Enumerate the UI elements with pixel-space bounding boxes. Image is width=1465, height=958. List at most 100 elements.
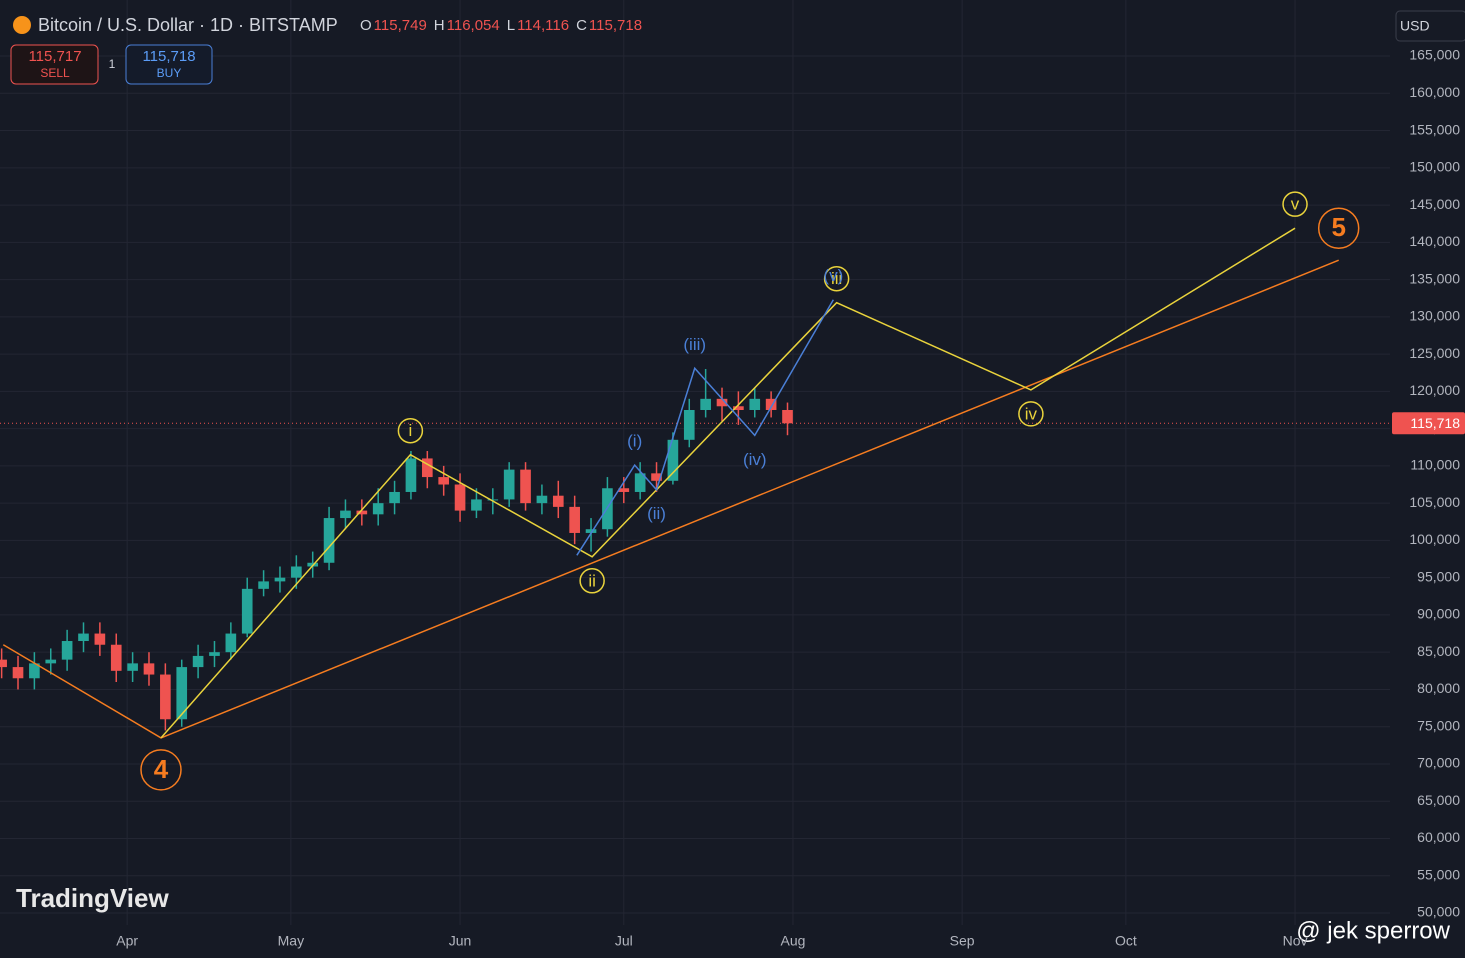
buy-label[interactable]: BUY <box>157 66 182 80</box>
btc-icon <box>13 16 31 34</box>
ohlc-key: C <box>576 17 587 34</box>
candle-body <box>29 663 40 679</box>
candle-body <box>569 506 580 533</box>
wave-label: ii <box>588 571 596 590</box>
y-tick-label: 90,000 <box>1417 606 1460 622</box>
wave-label: (i) <box>627 432 642 451</box>
wave-label-circle <box>1317 207 1360 249</box>
y-tick-label: 65,000 <box>1417 792 1460 808</box>
candle-body <box>454 484 466 511</box>
candle-body <box>438 477 450 485</box>
candle-body <box>127 663 138 671</box>
candle-body <box>749 398 761 411</box>
candle-body <box>683 410 695 440</box>
sell-label[interactable]: SELL <box>40 66 70 80</box>
y-tick-label: 160,000 <box>1409 84 1460 100</box>
candle-body <box>782 410 793 424</box>
candle-body <box>61 641 73 660</box>
y-tick-label: 95,000 <box>1417 568 1460 584</box>
candle-body <box>356 510 368 515</box>
x-tick-label: Oct <box>1115 933 1137 949</box>
ohlc-value: 116,054 <box>447 17 500 34</box>
y-tick-label: 105,000 <box>1409 494 1460 510</box>
wave-line <box>576 299 834 556</box>
y-tick-label: 125,000 <box>1409 345 1460 361</box>
wave-label-circle <box>1018 401 1044 427</box>
candle-body <box>503 469 515 500</box>
candle-body <box>225 633 237 653</box>
candle-body <box>520 469 531 504</box>
wave-label: iii <box>831 269 842 288</box>
candle-body <box>0 659 7 668</box>
candle-body <box>94 633 106 645</box>
candle-body <box>110 644 122 671</box>
x-tick-label: Sep <box>950 933 975 949</box>
candle-body <box>340 510 351 519</box>
y-tick-label: 75,000 <box>1417 717 1460 733</box>
y-tick-label: 155,000 <box>1409 121 1460 137</box>
candle-body <box>651 473 662 481</box>
candle-body <box>78 633 89 642</box>
plot <box>0 0 1390 925</box>
candle-body <box>209 652 220 656</box>
wave-label: 4 <box>154 754 169 784</box>
y-tick-label: 50,000 <box>1417 904 1460 920</box>
currency[interactable]: USD <box>1400 18 1430 34</box>
y-tick-label: 145,000 <box>1409 196 1460 212</box>
candle-body <box>291 566 302 578</box>
wave-label-circle <box>140 749 182 791</box>
buy-price[interactable]: 115,718 <box>142 48 195 65</box>
candle-body <box>176 667 188 720</box>
y-tick-label: 85,000 <box>1417 643 1460 659</box>
candle-body <box>585 529 597 533</box>
quantity: 1 <box>109 57 116 71</box>
wave-label: i <box>409 421 413 440</box>
y-tick-label: 80,000 <box>1417 680 1460 696</box>
y-tick-label: 55,000 <box>1417 866 1460 882</box>
candle-body <box>667 439 679 481</box>
wave-label-circle <box>579 568 605 594</box>
wave-label: (ii) <box>647 504 666 523</box>
wave-label: (v) <box>823 266 843 285</box>
x-tick-label: Jun <box>449 933 472 949</box>
candle-body <box>634 473 646 492</box>
currency-select[interactable] <box>1395 10 1465 42</box>
y-tick-label: 130,000 <box>1409 308 1460 324</box>
wave-label: v <box>1291 195 1300 214</box>
sell-button[interactable] <box>10 44 99 85</box>
watermark: @ jek sperrow <box>1296 917 1450 944</box>
y-tick-label: 100,000 <box>1409 531 1460 547</box>
wave-label: 5 <box>1331 212 1345 242</box>
buy-button[interactable] <box>125 44 213 85</box>
candle-body <box>192 655 204 668</box>
candle-body <box>733 406 744 411</box>
y-tick-label: 165,000 <box>1409 47 1460 63</box>
wave-label: iv <box>1025 404 1038 423</box>
wave-label-circle <box>823 265 850 292</box>
candle-body <box>765 398 777 411</box>
y-tick-label: 135,000 <box>1409 270 1460 286</box>
x-tick-label: Nov <box>1283 933 1308 949</box>
sell-price[interactable]: 115,717 <box>28 48 81 65</box>
ohlc-key: O <box>360 17 372 34</box>
wave-line <box>160 227 1296 739</box>
last-price-box <box>1392 412 1465 435</box>
brand: TradingView <box>16 883 169 913</box>
wave-label-circle <box>397 417 424 444</box>
wave-label: (iii) <box>683 335 706 354</box>
candle-body <box>716 398 728 407</box>
y-tick-label: 140,000 <box>1409 233 1460 249</box>
candle-body <box>618 488 630 492</box>
candle-body <box>323 518 335 563</box>
ohlc-value: 115,718 <box>589 17 642 34</box>
symbol-title: Bitcoin / U.S. Dollar · 1D · BITSTAMP <box>38 15 338 35</box>
y-tick-label: 120,000 <box>1409 382 1460 398</box>
y-tick-label: 110,000 <box>1410 457 1460 473</box>
last-price-label: 115,718 <box>1410 415 1460 431</box>
candle-body <box>12 667 24 679</box>
x-tick-label: Apr <box>116 933 138 949</box>
candle-body <box>274 577 286 582</box>
